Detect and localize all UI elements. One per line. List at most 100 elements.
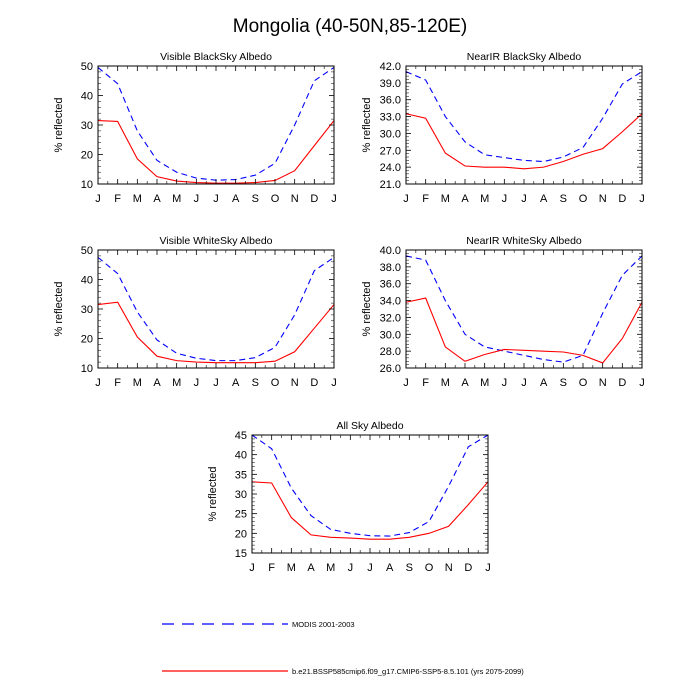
y-tick-label: 30 bbox=[235, 489, 247, 501]
y-tick-label: 34.0 bbox=[380, 296, 401, 308]
x-tick-label: J bbox=[403, 377, 409, 389]
x-tick-label: J bbox=[213, 377, 219, 389]
y-tick-label: 30.0 bbox=[380, 128, 401, 140]
y-tick-label: 30 bbox=[81, 120, 93, 132]
x-tick-label: D bbox=[310, 377, 318, 389]
x-tick-label: M bbox=[480, 377, 489, 389]
y-axis-label: % reflected bbox=[361, 281, 373, 336]
y-tick-label: 40 bbox=[81, 275, 93, 287]
series-line-modis bbox=[251, 434, 489, 537]
x-tick-label: N bbox=[291, 193, 299, 205]
x-tick-label: F bbox=[114, 377, 121, 389]
series-line-modis bbox=[97, 256, 335, 362]
x-tick-label: J bbox=[331, 377, 337, 389]
y-tick-label: 30 bbox=[81, 304, 93, 316]
y-tick-label: 28.0 bbox=[380, 346, 401, 358]
x-tick-label: A bbox=[153, 193, 161, 205]
panel-title: All Sky Albedo bbox=[336, 420, 403, 432]
x-tick-label: M bbox=[172, 377, 181, 389]
y-tick-label: 20 bbox=[81, 150, 93, 162]
panel-title: NearIR BlackSky Albedo bbox=[467, 51, 582, 63]
series-line-model bbox=[405, 113, 643, 170]
x-tick-label: A bbox=[540, 377, 548, 389]
y-tick-label: 20 bbox=[235, 528, 247, 540]
y-tick-label: 36.0 bbox=[380, 95, 401, 107]
series-line-model bbox=[97, 301, 335, 364]
x-tick-label: M bbox=[441, 377, 450, 389]
x-tick-label: D bbox=[618, 193, 626, 205]
x-tick-label: J bbox=[521, 377, 527, 389]
y-tick-label: 24.0 bbox=[380, 162, 401, 174]
x-tick-label: A bbox=[232, 377, 240, 389]
x-tick-label: J bbox=[348, 562, 354, 574]
x-tick-label: J bbox=[639, 377, 645, 389]
y-tick-label: 20 bbox=[81, 334, 93, 346]
x-tick-label: J bbox=[95, 193, 101, 205]
x-tick-label: A bbox=[386, 562, 394, 574]
x-tick-label: S bbox=[252, 193, 259, 205]
panel-title: Visible WhiteSky Albedo bbox=[159, 235, 272, 247]
x-tick-label: N bbox=[599, 377, 607, 389]
legend-label-modis: MODIS 2001-2003 bbox=[292, 620, 355, 629]
y-tick-label: 42.0 bbox=[380, 61, 401, 73]
x-tick-label: O bbox=[271, 193, 280, 205]
x-tick-label: J bbox=[403, 193, 409, 205]
series-line-model bbox=[251, 481, 489, 540]
y-tick-label: 10 bbox=[81, 363, 93, 375]
x-tick-label: A bbox=[461, 193, 469, 205]
x-tick-label: M bbox=[287, 562, 296, 574]
x-tick-label: J bbox=[485, 562, 491, 574]
x-tick-label: M bbox=[172, 193, 181, 205]
x-tick-label: J bbox=[639, 193, 645, 205]
legend-label-model: b.e21.BSSP585cmip6.f09_g17.CMIP6-SSP5-8.… bbox=[292, 667, 524, 676]
y-tick-label: 30.0 bbox=[380, 329, 401, 341]
x-tick-label: N bbox=[445, 562, 453, 574]
x-tick-label: N bbox=[599, 193, 607, 205]
x-tick-label: F bbox=[422, 193, 429, 205]
x-tick-label: J bbox=[194, 377, 200, 389]
x-tick-label: F bbox=[422, 377, 429, 389]
y-axis-label: % reflected bbox=[361, 97, 373, 152]
y-tick-label: 25 bbox=[235, 509, 247, 521]
plot-frame bbox=[97, 249, 335, 369]
x-tick-label: J bbox=[331, 193, 337, 205]
x-tick-label: D bbox=[310, 193, 318, 205]
x-tick-label: F bbox=[268, 562, 275, 574]
x-tick-label: M bbox=[441, 193, 450, 205]
x-tick-label: A bbox=[153, 377, 161, 389]
plot-frame bbox=[405, 65, 643, 185]
y-tick-label: 50 bbox=[81, 245, 93, 257]
y-tick-label: 10 bbox=[81, 179, 93, 191]
y-tick-label: 33.0 bbox=[380, 112, 401, 124]
y-tick-label: 32.0 bbox=[380, 312, 401, 324]
x-tick-label: D bbox=[618, 377, 626, 389]
x-tick-label: J bbox=[249, 562, 255, 574]
x-tick-label: S bbox=[406, 562, 413, 574]
x-tick-label: J bbox=[95, 377, 101, 389]
figure-title: Mongolia (40-50N,85-120E) bbox=[233, 16, 467, 37]
x-tick-label: J bbox=[502, 193, 508, 205]
y-axis-label: % reflected bbox=[53, 97, 65, 152]
y-tick-label: 39.0 bbox=[380, 78, 401, 90]
y-axis-label: % reflected bbox=[53, 281, 65, 336]
x-tick-label: A bbox=[232, 193, 240, 205]
series-line-modis bbox=[405, 255, 643, 363]
x-tick-label: O bbox=[271, 377, 280, 389]
x-tick-label: M bbox=[133, 377, 142, 389]
x-tick-label: A bbox=[540, 193, 548, 205]
panel-title: Visible BlackSky Albedo bbox=[160, 51, 272, 63]
y-tick-label: 35 bbox=[235, 469, 247, 481]
y-tick-label: 40 bbox=[81, 91, 93, 103]
y-tick-label: 40.0 bbox=[380, 245, 401, 257]
x-tick-label: A bbox=[307, 562, 315, 574]
x-tick-label: J bbox=[213, 193, 219, 205]
y-tick-label: 38.0 bbox=[380, 262, 401, 274]
y-tick-label: 36.0 bbox=[380, 279, 401, 291]
x-tick-label: F bbox=[114, 193, 121, 205]
y-tick-label: 27.0 bbox=[380, 145, 401, 157]
x-tick-label: M bbox=[133, 193, 142, 205]
